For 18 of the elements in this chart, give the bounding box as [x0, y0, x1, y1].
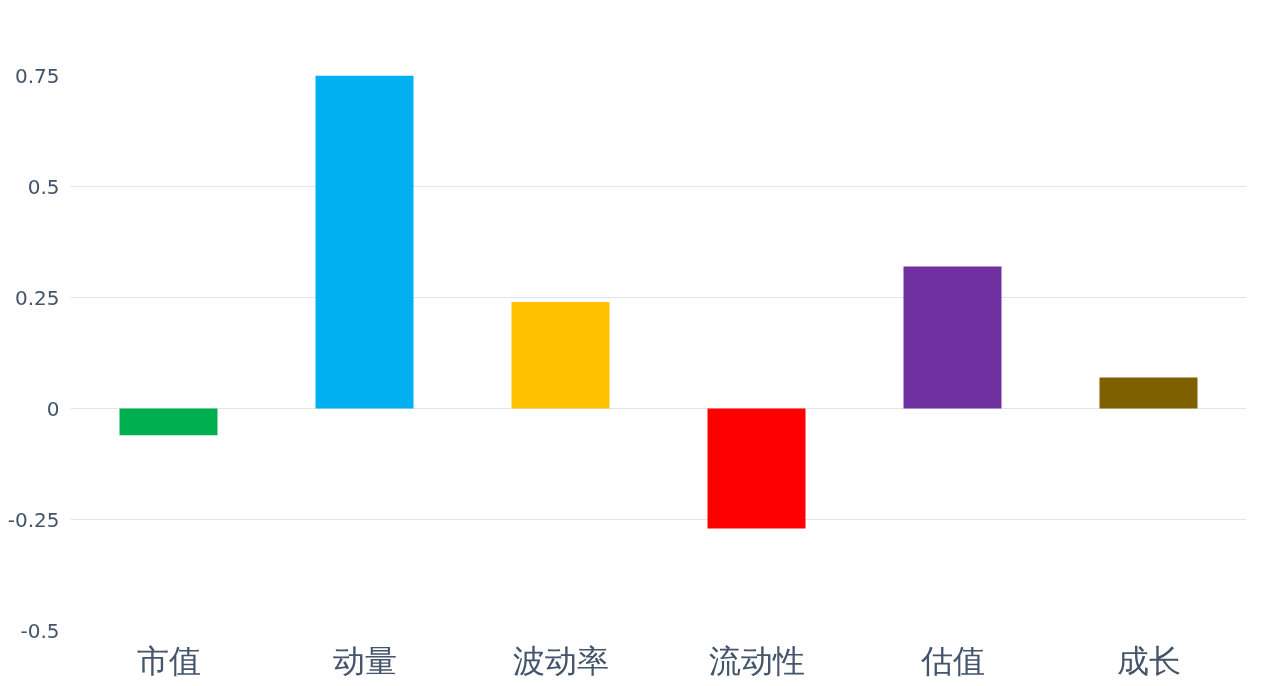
x-tick-label: 动量: [332, 641, 397, 680]
y-tick-label: -0.5: [20, 618, 60, 643]
bar: [119, 408, 218, 436]
x-tick-label: 流动性: [708, 641, 805, 680]
y-tick-label: 0: [46, 396, 60, 421]
bar: [903, 266, 1002, 409]
x-tick-label: 市值: [136, 641, 201, 680]
y-tick-label: 0.25: [14, 285, 60, 310]
y-tick-label: -0.25: [7, 507, 60, 532]
bar: [511, 301, 610, 409]
x-tick-label: 成长: [1116, 641, 1181, 680]
bar: [707, 408, 806, 529]
x-tick-label: 估值: [919, 641, 985, 680]
y-tick-label: 0.75: [14, 63, 60, 88]
x-tick-label: 波动率: [512, 641, 609, 680]
bar: [1099, 377, 1198, 409]
bar: [315, 75, 414, 409]
y-tick-label: 0.5: [27, 174, 60, 199]
